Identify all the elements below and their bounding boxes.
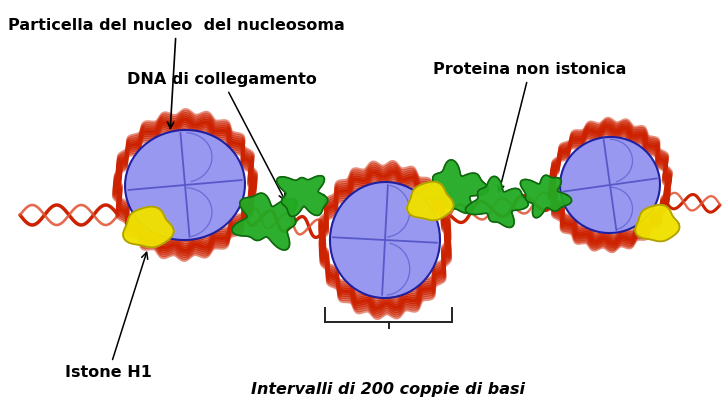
Text: Istone H1: Istone H1 — [65, 252, 152, 380]
Polygon shape — [123, 207, 174, 247]
Polygon shape — [465, 176, 529, 228]
Text: DNA di collegamento: DNA di collegamento — [127, 72, 317, 200]
Polygon shape — [420, 160, 488, 213]
Ellipse shape — [560, 137, 660, 233]
Ellipse shape — [330, 182, 440, 298]
Polygon shape — [521, 175, 571, 218]
Polygon shape — [636, 205, 679, 241]
Text: Proteina non istonica: Proteina non istonica — [433, 62, 627, 192]
Ellipse shape — [125, 130, 245, 240]
Polygon shape — [407, 182, 454, 220]
Text: Particella del nucleo  del nucleosoma: Particella del nucleo del nucleosoma — [8, 18, 345, 128]
Text: Intervalli di 200 coppie di basi: Intervalli di 200 coppie di basi — [251, 382, 525, 397]
Polygon shape — [232, 193, 296, 250]
Polygon shape — [277, 176, 328, 216]
